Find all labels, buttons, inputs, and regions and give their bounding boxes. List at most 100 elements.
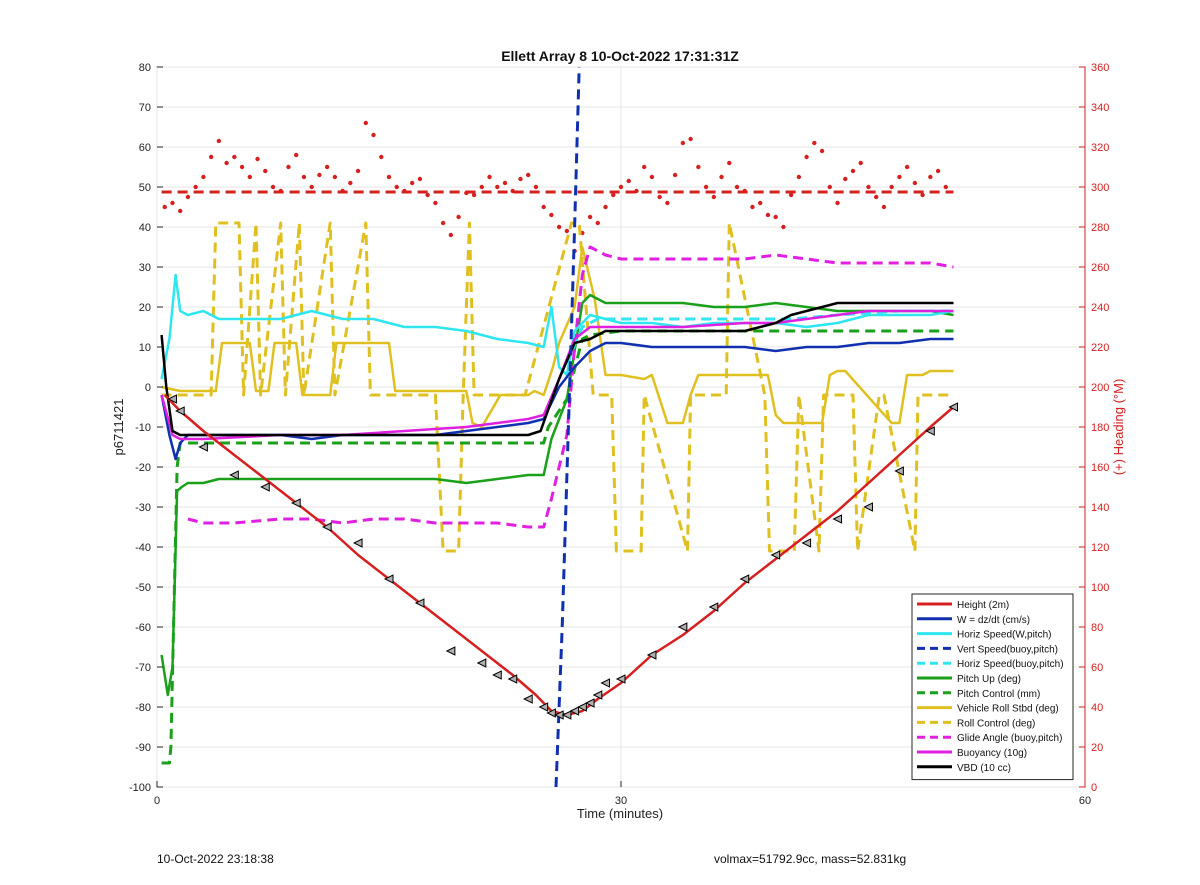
height-marker <box>770 550 781 560</box>
legend-label: Pitch Up (deg) <box>957 674 1021 685</box>
heading-point <box>587 214 593 220</box>
heading-point <box>224 160 229 166</box>
height-marker <box>229 470 239 480</box>
legend-label: Pitch Control (mm) <box>957 689 1040 700</box>
heading-point <box>920 192 925 198</box>
height-marker <box>948 402 959 412</box>
heading-point <box>541 204 546 210</box>
heading-point <box>727 160 732 166</box>
height-marker <box>546 708 556 718</box>
heading-point <box>448 232 454 238</box>
heading-point <box>355 168 361 174</box>
heading-point <box>765 212 771 218</box>
y2-axis-label: (+) Heading (°M) <box>1111 379 1126 476</box>
heading-point <box>719 174 724 180</box>
y2-tick-label: 160 <box>1091 462 1109 474</box>
y2-tick-label: 120 <box>1091 542 1109 554</box>
y-tick-label: -40 <box>135 542 151 554</box>
y-tick-label: 60 <box>139 142 151 154</box>
y-tick-label: -80 <box>135 702 151 714</box>
heading-point <box>464 190 469 196</box>
heading-point <box>379 154 384 160</box>
height-marker <box>167 394 177 404</box>
y-tick-label: -10 <box>135 422 151 434</box>
footer-timestamp: 10-Oct-2022 23:18:38 <box>157 852 274 866</box>
heading-point <box>649 174 655 180</box>
heading-point <box>185 194 191 200</box>
heading-point <box>618 184 624 190</box>
heading-point <box>703 184 709 190</box>
heading-point <box>603 204 608 210</box>
height-marker <box>739 574 750 584</box>
heading-point <box>912 180 918 186</box>
y-tick-label: -50 <box>135 582 151 594</box>
heading-point <box>611 192 616 198</box>
heading-point <box>781 224 786 230</box>
legend-label: Glide Angle (buoy,pitch) <box>957 733 1062 744</box>
legend-label: Roll Control (deg) <box>957 718 1035 729</box>
height-marker <box>832 514 843 524</box>
height-marker <box>198 442 208 452</box>
height-marker <box>569 706 580 716</box>
heading-point <box>750 204 755 210</box>
heading-point <box>440 220 446 226</box>
y2-tick-label: 200 <box>1091 382 1109 394</box>
heading-point <box>711 194 716 200</box>
x-tick-label: 30 <box>615 795 627 807</box>
heading-point <box>874 194 879 200</box>
heading-point <box>433 200 438 206</box>
heading-point <box>340 188 345 194</box>
y-tick-label: -70 <box>135 662 151 674</box>
y2-tick-label: 80 <box>1091 622 1103 634</box>
series-line-horiz-speed-buoy-pitch <box>565 309 954 364</box>
y2-tick-label: 340 <box>1091 102 1109 114</box>
height-marker <box>646 650 657 660</box>
heading-point <box>239 164 245 170</box>
legend-label: W = dz/dt (cm/s) <box>957 615 1030 626</box>
legend-label: Buoyancy (10g) <box>957 748 1027 759</box>
heading-point <box>386 174 392 180</box>
heading-point <box>812 140 817 146</box>
series-line-buoyancy-10g <box>160 309 954 441</box>
height-marker <box>538 702 549 712</box>
y-tick-label: 0 <box>145 382 151 394</box>
heading-point <box>935 168 941 174</box>
heading-point <box>502 180 508 186</box>
heading-point <box>270 184 276 190</box>
height-marker <box>577 702 587 712</box>
y2-tick-label: 180 <box>1091 422 1109 434</box>
heading-point <box>533 184 539 190</box>
height-marker <box>492 670 502 680</box>
heading-point <box>758 200 763 206</box>
heading-point <box>835 200 840 206</box>
heading-point <box>495 184 500 190</box>
heading-point <box>657 194 662 200</box>
heading-point <box>904 164 910 170</box>
heading-point <box>788 192 794 198</box>
heading-point <box>456 214 461 220</box>
heading-point <box>850 168 856 174</box>
footer-vehicle-info: volmax=51792.9cc, mass=52.831kg <box>714 852 907 866</box>
heading-point <box>208 154 214 160</box>
y-tick-label: -30 <box>135 502 151 514</box>
heading-point <box>595 220 600 226</box>
height-marker <box>894 466 904 476</box>
series-line-pitch-control-mm <box>161 329 954 765</box>
height-marker <box>925 426 935 436</box>
heading-point <box>526 172 531 178</box>
heading-point <box>324 164 330 170</box>
heading-point <box>889 184 894 190</box>
heading-point <box>510 188 515 194</box>
y2-tick-label: 0 <box>1091 782 1097 794</box>
marker-layer <box>167 394 959 720</box>
heading-point <box>410 180 415 186</box>
heading-point <box>734 184 740 190</box>
x-tick-label: 0 <box>154 795 160 807</box>
heading-point <box>309 184 314 190</box>
heading-point <box>773 214 778 220</box>
heading-point <box>696 164 701 170</box>
heading-point <box>301 174 307 180</box>
chart-title: Ellett Array 8 10-Oct-2022 17:31:31Z <box>501 48 739 64</box>
height-marker <box>708 602 719 612</box>
y2-tick-label: 60 <box>1091 662 1103 674</box>
